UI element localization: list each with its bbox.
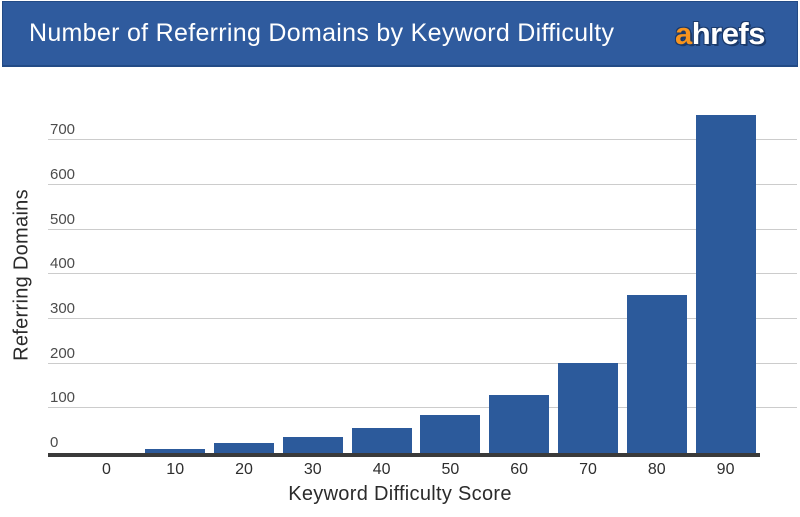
bar-kd-70	[557, 362, 618, 453]
bar-kd-10	[145, 448, 206, 453]
bar-kd-90	[695, 115, 756, 453]
y-tick-label-600: 600	[50, 165, 76, 183]
bar-slot-80	[622, 100, 691, 453]
x-axis-title: Keyword Difficulty Score	[288, 483, 512, 505]
chart-title: Number of Referring Domains by Keyword D…	[29, 19, 615, 47]
x-tick-label-80: 80	[647, 461, 666, 478]
logo-a: a	[674, 15, 692, 51]
gridline-400	[48, 273, 797, 275]
bar-kd-20	[213, 443, 274, 453]
x-axis-line	[48, 453, 760, 457]
gridline-100	[48, 407, 797, 409]
bar-slot-70	[554, 100, 623, 453]
bar-slot-50	[416, 100, 485, 453]
bar-slot-10	[141, 100, 210, 453]
bar-slot-40	[347, 100, 416, 453]
bar-kd-60	[489, 395, 550, 453]
x-tick-label-40: 40	[372, 461, 391, 478]
bar-slot-30	[278, 100, 347, 453]
x-tick-label-60: 60	[510, 461, 529, 478]
x-tick-label-30: 30	[303, 461, 322, 478]
gridline-300	[48, 317, 797, 319]
bar-slot-60	[485, 100, 554, 453]
x-tick-label-10: 10	[166, 461, 185, 478]
y-tick-label-100: 100	[50, 389, 76, 407]
bar-slot-20	[210, 100, 279, 453]
x-tick-label-90: 90	[716, 461, 735, 478]
y-tick-label-200: 200	[50, 344, 76, 362]
bar-slot-0	[72, 100, 141, 453]
y-axis-title: Referring Domains	[10, 189, 33, 361]
x-tick-label-0: 0	[101, 461, 111, 478]
ahrefs-logo: ahrefs	[674, 15, 766, 52]
logo-hrefs: hrefs	[691, 15, 766, 51]
gridline-200	[48, 362, 797, 364]
y-tick-label-400: 400	[50, 255, 76, 273]
gridline-700	[48, 139, 797, 141]
x-tick-label-50: 50	[441, 461, 460, 478]
bar-slot-90	[691, 100, 760, 453]
header-banner: Number of Referring Domains by Keyword D…	[2, 1, 798, 67]
y-tick-label-300: 300	[50, 299, 76, 317]
y-tick-label-0: 0	[50, 434, 59, 451]
bars-container	[72, 100, 760, 453]
x-tick-label-20: 20	[235, 461, 253, 478]
x-tick-label-70: 70	[579, 461, 597, 478]
y-tick-label-500: 500	[50, 210, 76, 228]
gridline-500	[48, 228, 797, 230]
bar-kd-50	[420, 415, 481, 453]
bar-kd-80	[626, 295, 687, 453]
x-axis-tick-labels: 0 10 20 30 40 50 60 70 80 90	[72, 461, 760, 479]
y-tick-label-700: 700	[50, 121, 76, 139]
plot-area: 0 100 200 300 400 500 600 700	[48, 100, 797, 453]
bar-kd-40	[351, 427, 412, 453]
gridline-600	[48, 183, 797, 185]
bar-kd-30	[282, 436, 343, 453]
